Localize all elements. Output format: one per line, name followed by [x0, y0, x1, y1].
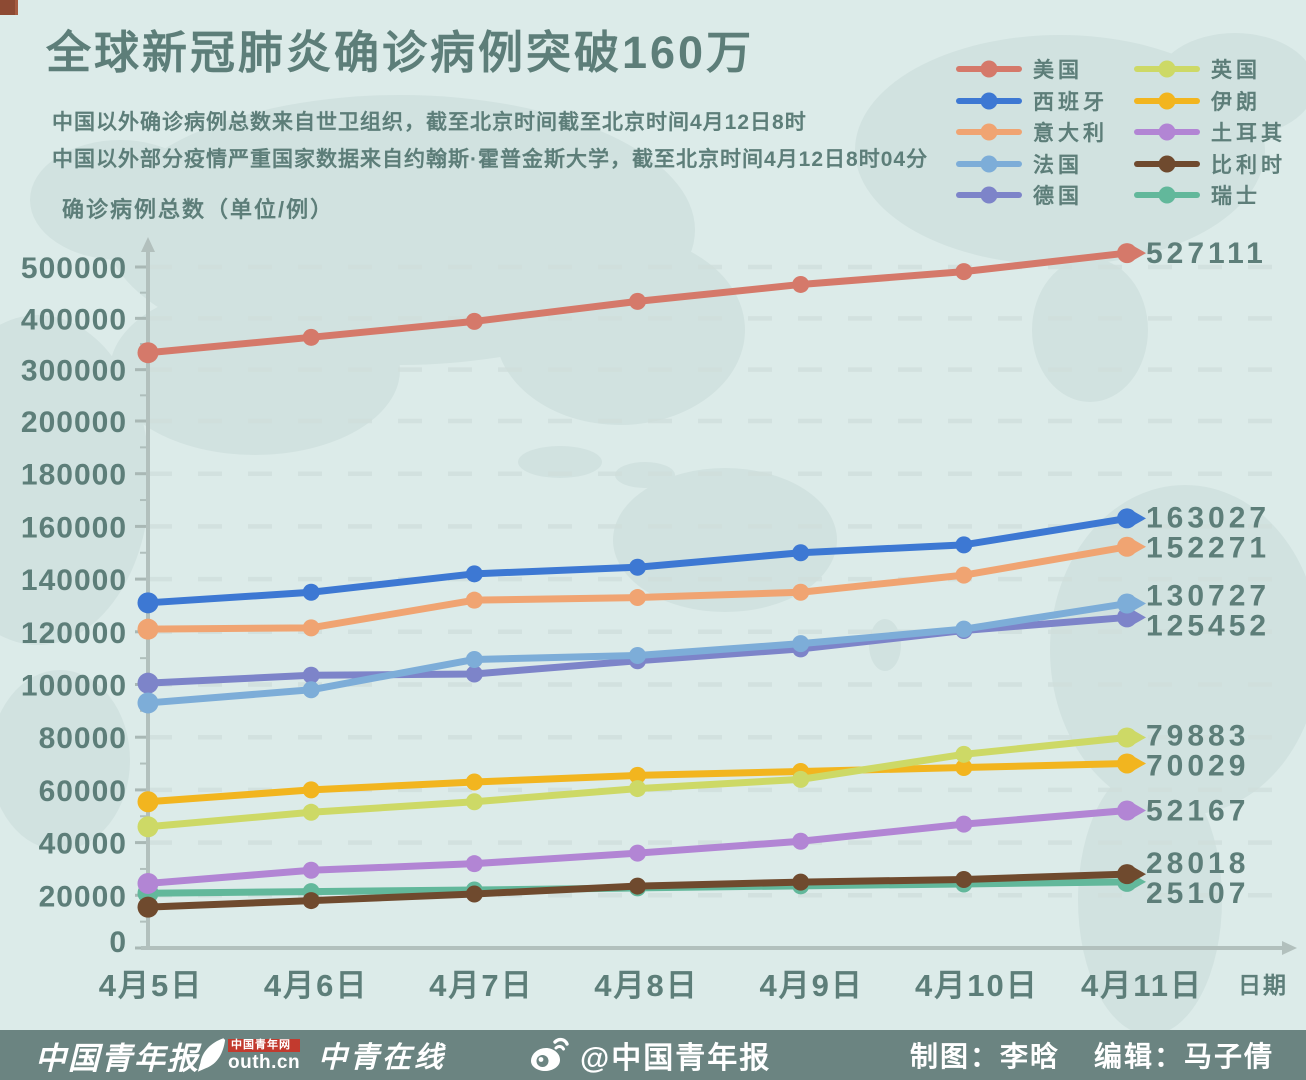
svg-text:400000: 400000 [21, 303, 127, 336]
legend-marker-icon [956, 123, 1022, 141]
y-axis-title: 确诊病例总数（单位/例） [62, 197, 335, 222]
legend-label: 西班牙 [1033, 90, 1108, 114]
svg-text:4月7日: 4月7日 [429, 968, 533, 1003]
legend-item-5: 德国 [956, 185, 1134, 208]
svg-text:130727: 130727 [1146, 579, 1270, 612]
legend-label: 法国 [1033, 153, 1083, 177]
credit-editor: 编辑：马子倩 [1093, 1041, 1274, 1072]
svg-text:200000: 200000 [21, 406, 127, 439]
legend-label: 比利时 [1211, 153, 1286, 177]
chart-legend: 美国西班牙意大利法国德国 英国伊朗土耳其比利时瑞士 [956, 59, 1302, 208]
legend-item-8: 土耳其 [1134, 122, 1302, 145]
svg-text:163027: 163027 [1146, 502, 1270, 535]
legend-marker-icon [1134, 123, 1200, 141]
svg-text:25107: 25107 [1146, 877, 1249, 910]
svg-text:79883: 79883 [1146, 719, 1249, 752]
svg-text:4月6日: 4月6日 [264, 968, 368, 1003]
x-axis-title: 日期 [1238, 972, 1288, 998]
legend-item-10: 瑞士 [1134, 185, 1302, 208]
svg-text:4月10日: 4月10日 [915, 968, 1039, 1003]
svg-text:20000: 20000 [39, 880, 127, 913]
legend-label: 意大利 [1033, 122, 1108, 145]
legend-item-9: 比利时 [1134, 154, 1302, 177]
legend-marker-icon [1134, 60, 1200, 78]
zhongqing-online-logo: 中青在线 [318, 1040, 447, 1074]
weibo-account: @中国青年报 [528, 1030, 771, 1080]
legend-item-4: 法国 [956, 154, 1134, 177]
legend-marker-icon [956, 186, 1022, 204]
weibo-handle-text: @中国青年报 [580, 1042, 772, 1075]
svg-text:4月11日: 4月11日 [1081, 968, 1203, 1003]
legend-item-3: 意大利 [956, 122, 1134, 145]
legend-marker-icon [956, 155, 1022, 173]
credit-designer: 制图：李晗 [909, 1041, 1060, 1072]
svg-text:0: 0 [109, 926, 127, 959]
legend-label: 英国 [1211, 59, 1261, 82]
svg-text:80000: 80000 [39, 722, 127, 755]
svg-text:28018: 28018 [1146, 847, 1249, 880]
legend-marker-icon [1134, 155, 1200, 173]
svg-text:140000: 140000 [21, 564, 127, 597]
legend-label: 美国 [1033, 59, 1083, 82]
svg-text:180000: 180000 [21, 459, 127, 492]
corner-watermark [0, 0, 18, 15]
youthcn-chip-label: 中国青年网 [228, 1038, 301, 1052]
legend-item-2: 西班牙 [956, 91, 1134, 114]
credits: 制图：李晗 编辑：马子倩 [910, 1030, 1274, 1080]
legend-marker-icon [956, 60, 1022, 78]
svg-text:4月9日: 4月9日 [759, 968, 863, 1003]
legend-label: 德国 [1033, 185, 1083, 208]
china-youth-daily-logo: 中国青年报 [35, 1040, 200, 1077]
svg-text:527111: 527111 [1146, 237, 1267, 270]
legend-marker-icon [1134, 92, 1200, 110]
svg-text:120000: 120000 [21, 617, 127, 650]
svg-text:500000: 500000 [21, 252, 127, 285]
youthcn-logo: 中国青年网 outh.cn [196, 1030, 301, 1080]
weibo-icon [528, 1036, 570, 1074]
ginkgo-leaf-icon [196, 1036, 226, 1074]
legend-item-7: 伊朗 [1134, 91, 1302, 114]
svg-text:152271: 152271 [1146, 532, 1270, 565]
svg-text:100000: 100000 [21, 670, 127, 703]
legend-label: 土耳其 [1211, 122, 1286, 145]
svg-text:160000: 160000 [21, 511, 127, 544]
legend-label: 瑞士 [1211, 185, 1261, 208]
youthcn-domain-label: outh.cn [228, 1051, 301, 1073]
svg-text:4月8日: 4月8日 [594, 968, 698, 1003]
legend-item-6: 英国 [1134, 59, 1302, 82]
page-title: 全球新冠肺炎确诊病例突破160万 [46, 27, 755, 78]
svg-text:40000: 40000 [39, 828, 127, 861]
svg-text:52167: 52167 [1146, 795, 1249, 828]
footer-bar: 中国青年报 中国青年网 outh.cn 中青在线 @中国青年报 [0, 1030, 1306, 1080]
svg-text:60000: 60000 [39, 775, 127, 808]
svg-text:125452: 125452 [1146, 609, 1270, 642]
svg-text:70029: 70029 [1146, 749, 1249, 782]
data-source-note-2: 中国以外部分疫情严重国家数据来自约翰斯·霍普金斯大学，截至北京时间4月12日8时… [52, 148, 929, 171]
legend-item-1: 美国 [956, 59, 1134, 82]
data-source-note-1: 中国以外确诊病例总数来自世卫组织，截至北京时间截至北京时间4月12日8时 [52, 111, 807, 134]
svg-text:300000: 300000 [21, 355, 127, 388]
svg-text:4月5日: 4月5日 [99, 968, 203, 1003]
legend-label: 伊朗 [1211, 90, 1261, 114]
legend-marker-icon [1134, 186, 1200, 204]
legend-marker-icon [956, 92, 1022, 110]
